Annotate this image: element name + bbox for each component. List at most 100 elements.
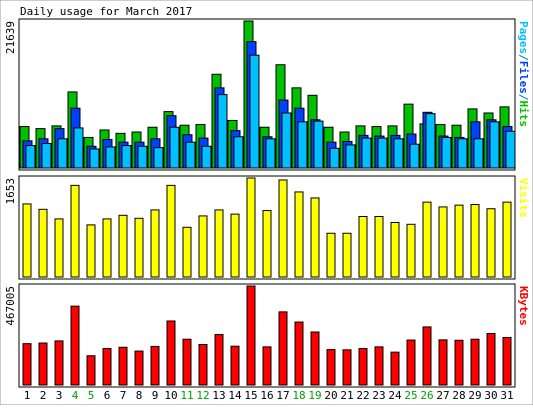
panel-hits: 21639 Pages/Files/Hits: [4, 18, 530, 171]
bar-pages-day-18: [297, 121, 308, 169]
bar-visits-day-18: [294, 191, 304, 278]
x-tick-label: 24: [388, 389, 402, 402]
panel-kbytes-legend: KBytes: [517, 286, 530, 326]
x-tick-label: 29: [468, 389, 481, 402]
bar-visits-day-23: [374, 216, 384, 278]
bar-visits-day-17: [278, 179, 288, 278]
x-tick-label: 8: [136, 389, 143, 402]
x-tick-label: 2: [40, 389, 47, 402]
x-tick-label: 22: [356, 389, 369, 402]
legend-entry: KBytes: [517, 286, 530, 326]
bar-pages-day-26: [425, 113, 436, 169]
panel-hits-legend: Pages/Files/Hits: [517, 21, 530, 127]
bar-visits-day-8: [134, 217, 144, 278]
bar-visits-day-22: [358, 216, 368, 278]
bar-kbytes-day-23: [374, 346, 384, 386]
bar-pages-day-7: [121, 145, 132, 169]
x-tick-label: 14: [228, 389, 242, 402]
legend-entry: Visits: [517, 178, 530, 218]
panel-visits-legend: Visits: [517, 178, 530, 218]
bar-visits-day-6: [102, 218, 112, 278]
bar-kbytes-day-3: [54, 340, 64, 386]
bar-kbytes-day-1: [22, 343, 32, 386]
x-tick-label: 19: [308, 389, 321, 402]
bar-visits-day-11: [182, 226, 192, 278]
bar-pages-day-8: [137, 145, 148, 169]
x-tick-label: 12: [196, 389, 209, 402]
bar-visits-day-10: [166, 184, 176, 278]
panel-hits-ymax-label: 21639: [4, 21, 17, 54]
legend-entry: /: [517, 94, 530, 101]
bar-visits-day-4: [70, 184, 80, 278]
bar-visits-day-21: [342, 232, 352, 278]
bar-kbytes-day-14: [230, 345, 240, 386]
bar-visits-day-16: [262, 210, 272, 278]
legend-entry: Files: [517, 61, 530, 94]
bar-visits-day-29: [470, 204, 480, 278]
bar-visits-day-3: [54, 218, 64, 278]
bar-kbytes-day-4: [70, 305, 80, 386]
bar-pages-day-14: [233, 136, 244, 169]
bar-kbytes-day-12: [198, 344, 208, 386]
x-tick-label: 16: [260, 389, 273, 402]
bar-visits-day-25: [406, 223, 416, 278]
x-tick-label: 15: [244, 389, 257, 402]
bar-visits-day-12: [198, 215, 208, 278]
bar-visits-day-28: [454, 204, 464, 278]
bar-visits-day-31: [502, 201, 512, 278]
x-tick-label: 11: [180, 389, 193, 402]
x-tick-label: 9: [152, 389, 159, 402]
x-tick-label: 25: [404, 389, 417, 402]
bar-visits-day-20: [326, 232, 336, 278]
bar-pages-day-23: [377, 137, 388, 169]
bar-visits-day-13: [214, 209, 224, 278]
bar-pages-day-27: [441, 136, 452, 169]
bar-kbytes-day-21: [342, 349, 352, 386]
bar-pages-day-30: [489, 121, 500, 169]
x-tick-label: 6: [104, 389, 111, 402]
bar-pages-day-11: [185, 141, 196, 169]
panel-kbytes-frame: [18, 283, 516, 388]
bar-visits-day-2: [38, 208, 48, 278]
bar-kbytes-day-10: [166, 320, 176, 386]
x-tick-label: 5: [88, 389, 95, 402]
bar-visits-day-1: [22, 203, 32, 278]
x-tick-label: 7: [120, 389, 127, 402]
bar-visits-day-15: [246, 177, 256, 278]
bar-kbytes-day-11: [182, 338, 192, 386]
chart-title: Daily usage for March 2017: [20, 5, 192, 18]
bar-kbytes-day-17: [278, 311, 288, 386]
x-tick-label: 20: [324, 389, 337, 402]
bar-pages-day-25: [409, 143, 420, 169]
bar-pages-day-15: [249, 54, 260, 169]
legend-entry: /: [517, 54, 530, 61]
bar-pages-day-24: [393, 138, 404, 169]
bar-kbytes-day-2: [38, 342, 48, 386]
bar-pages-day-22: [361, 137, 372, 169]
bar-pages-day-21: [345, 144, 356, 169]
x-tick-label: 3: [56, 389, 63, 402]
x-axis-day-labels: 1 2 3 4 5 6 7 8 9 10 11 12 13 14 15 16 17 18 19 20 21 22 23 24 2…: [24, 389, 514, 402]
bar-kbytes-day-20: [326, 349, 336, 386]
legend-entry: Hits: [517, 101, 530, 128]
bar-kbytes-day-18: [294, 321, 304, 386]
bar-kbytes-day-26: [422, 326, 432, 386]
bar-visits-day-5: [86, 224, 96, 278]
bar-kbytes-day-6: [102, 348, 112, 386]
bar-kbytes-day-15: [246, 285, 256, 386]
bar-kbytes-day-28: [454, 339, 464, 386]
bar-kbytes-day-9: [150, 345, 160, 386]
bar-visits-day-9: [150, 209, 160, 278]
bar-pages-day-17: [281, 112, 292, 169]
bar-pages-day-19: [313, 120, 324, 169]
bar-pages-day-5: [89, 148, 100, 169]
bar-pages-day-1: [25, 145, 36, 169]
bar-visits-day-26: [422, 201, 432, 278]
x-tick-label: 18: [292, 389, 305, 402]
bar-visits-day-24: [390, 221, 400, 278]
x-tick-label: 26: [420, 389, 433, 402]
bar-pages-day-28: [457, 138, 468, 169]
bar-pages-day-20: [329, 147, 340, 169]
